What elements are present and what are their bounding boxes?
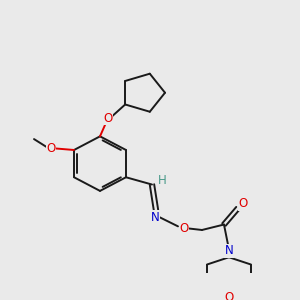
Text: O: O [46, 142, 56, 155]
Text: N: N [151, 211, 159, 224]
Text: O: O [238, 197, 247, 210]
Text: N: N [225, 244, 233, 257]
Text: O: O [224, 291, 234, 300]
Text: O: O [179, 222, 189, 235]
Text: H: H [158, 174, 166, 188]
Text: O: O [103, 112, 112, 125]
